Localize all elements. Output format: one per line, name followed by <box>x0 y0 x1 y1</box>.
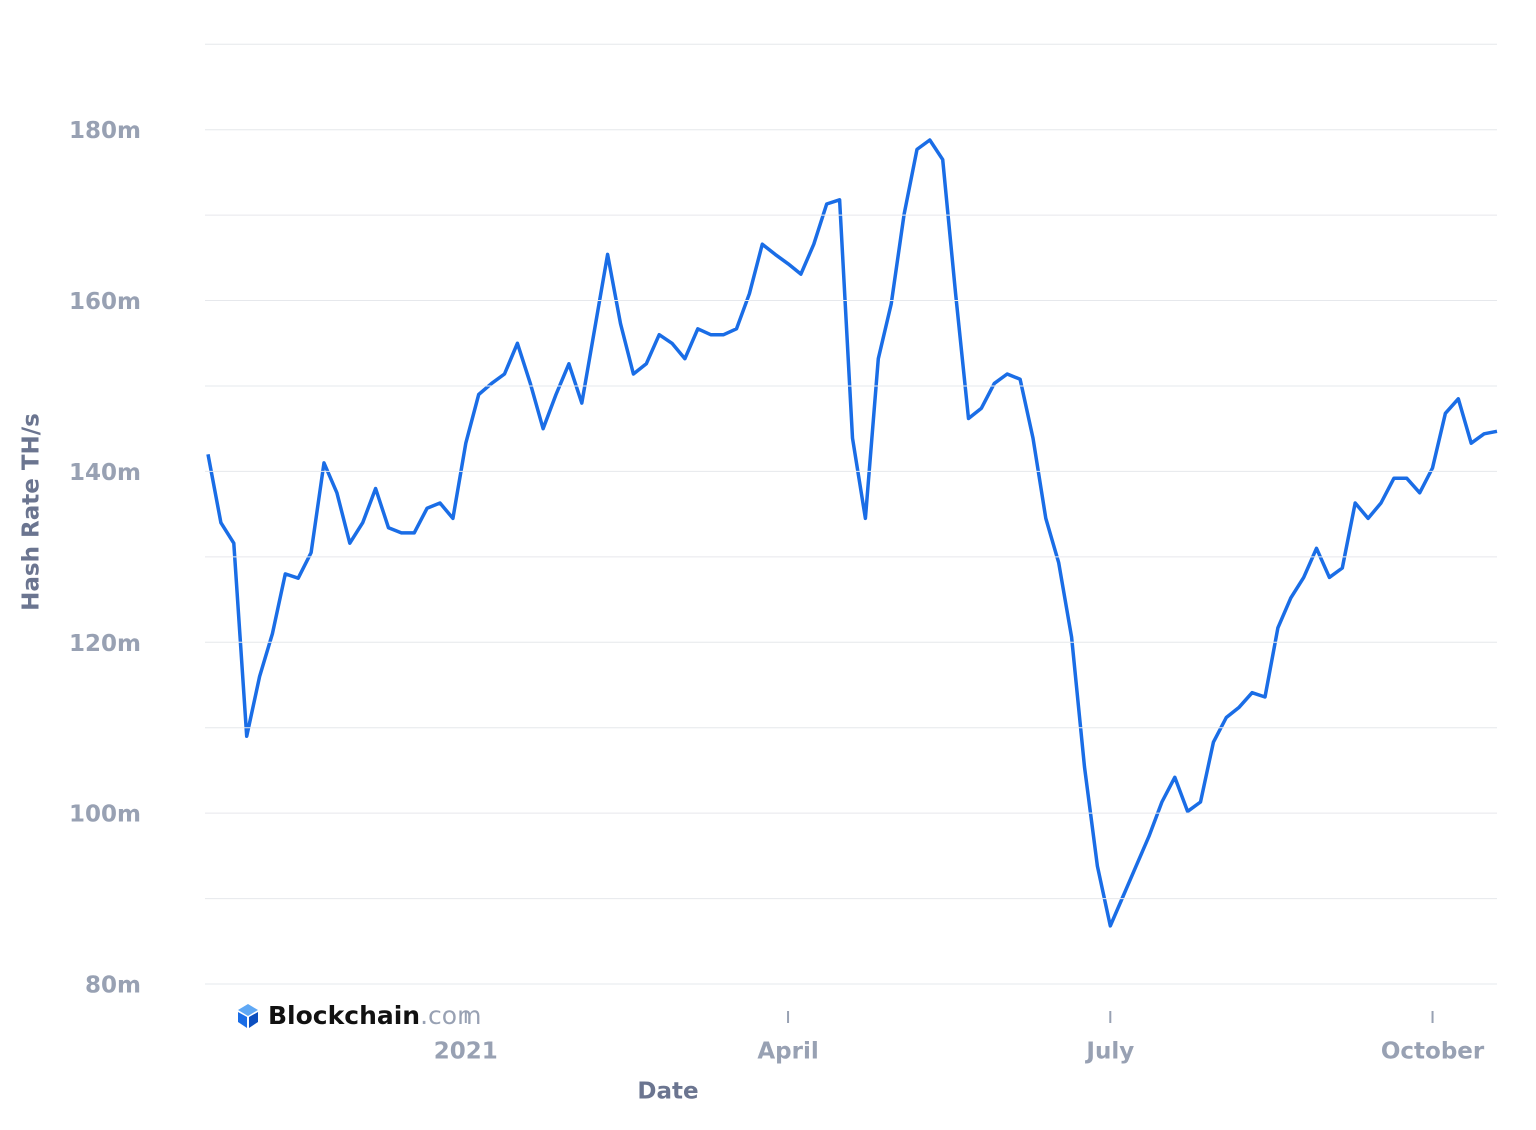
y-tick-label: 100m <box>69 802 141 828</box>
x-tick-label: July <box>1084 1039 1134 1065</box>
y-tick-label: 140m <box>69 460 141 486</box>
y-tick-label: 160m <box>69 289 141 315</box>
x-axis-title: Date <box>637 1079 698 1105</box>
x-tick-label: 2021 <box>434 1039 498 1065</box>
logo <box>238 1004 258 1016</box>
x-tick-label: October <box>1381 1039 1485 1065</box>
y-tick-label: 80m <box>85 973 141 999</box>
logo <box>238 1012 247 1028</box>
y-axis-title: Hash Rate TH/s <box>19 413 45 611</box>
watermark-suffix: .com <box>420 1001 481 1030</box>
watermark-name: Blockchain.com <box>268 1001 481 1030</box>
line <box>206 138 1498 928</box>
x-tick-label: April <box>757 1039 818 1065</box>
watermark-name: Blockchain <box>268 1001 420 1030</box>
y-tick-label: 120m <box>69 631 141 657</box>
watermark: Blockchain.com <box>238 1001 481 1030</box>
y-tick-label: 180m <box>69 118 141 144</box>
logo <box>249 1012 258 1028</box>
